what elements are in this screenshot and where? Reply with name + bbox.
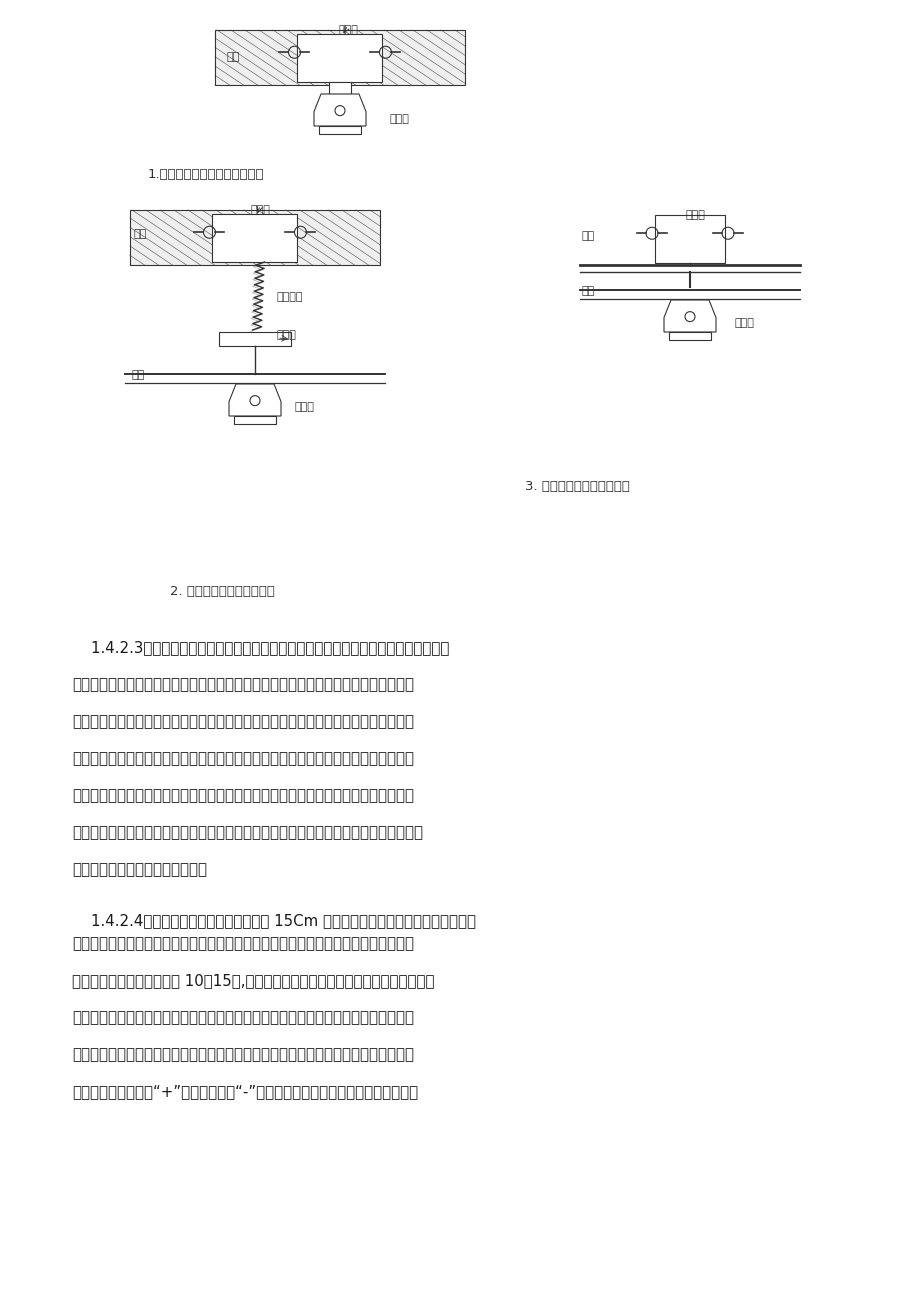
Text: 时针连接在与探测器底座的各级相对应的接线端子上，接线完毕用万用表检查两条总线: 时针连接在与探测器底座的各级相对应的接线端子上，接线完毕用万用表检查两条总线 — [72, 1010, 414, 1025]
Text: 1.4.2.4探测器的外接导线应留有不小于 15Cm 的余量，入端处应有明显标志。底座孔: 1.4.2.4探测器的外接导线应留有不小于 15Cm 的余量，入端处应有明显标志… — [72, 913, 475, 928]
Text: 之间有无短路现象。导线连接必须可靠压接或焼接。当采用焼接时，不得使用带腑蚀性: 之间有无短路现象。导线连接必须可靠压接或焼接。当采用焼接时，不得使用带腑蚀性 — [72, 1047, 414, 1062]
Text: 探测器: 探测器 — [295, 402, 314, 412]
Bar — [329, 82, 351, 94]
Text: 接线盒: 接线盒 — [277, 330, 297, 340]
Text: 探测器: 探测器 — [734, 317, 754, 328]
Bar — [654, 215, 724, 263]
Text: 探测器: 探测器 — [390, 114, 410, 124]
Bar — [219, 332, 290, 346]
Text: 1.探测器在混凝土板上安装方法: 1.探测器在混凝土板上安装方法 — [148, 168, 265, 181]
Polygon shape — [664, 301, 715, 332]
Text: 吹顶: 吹顶 — [131, 369, 145, 380]
Text: 基本是在吹顶内安装，可用接线盒安装在顶板上面，根据探测器的安装位置，先在顶板: 基本是在吹顶内安装，可用接线盒安装在顶板上面，根据探测器的安装位置，先在顶板 — [72, 751, 414, 766]
Text: 接线盒: 接线盒 — [685, 209, 704, 220]
Text: 金属软管: 金属软管 — [277, 291, 303, 302]
Bar — [297, 34, 382, 82]
Text: 3. 探测器在吹顶上安装方法: 3. 探测器在吹顶上安装方法 — [525, 480, 630, 493]
Text: 大，扯大面积不应大于盒口面积。: 大，扯大面积不应大于盒口面积。 — [72, 863, 207, 877]
Text: 鈢管: 鈢管 — [581, 232, 595, 241]
Text: 1.4.2.3探测器的固定主要是底座的固定：探测器属于精密电子仪器部件，在安装施工: 1.4.2.3探测器的固定主要是底座的固定：探测器属于精密电子仪器部件，在安装施… — [72, 640, 448, 654]
Text: 鈢管: 鈢管 — [133, 229, 147, 239]
Bar — [233, 416, 276, 424]
Text: 导线剥去绵缘层，露出线芯 10～15㎜,剥线时注意不要碘採编号套管，将剥好的线芯顺: 导线剥去绵缘层，露出线芯 10～15㎜,剥线时注意不要碘採编号套管，将剥好的线芯… — [72, 973, 434, 987]
Text: 吹顶的龙骨上或吹顶内的支、吹架上。接线盒应紧贴在顶板上面，然后对孔板上的小孔扯: 吹顶的龙骨上或吹顶内的支、吹架上。接线盒应紧贴在顶板上面，然后对孔板上的小孔扯 — [72, 825, 423, 840]
Bar — [319, 126, 360, 134]
Text: 上打个小孔，根据孔的位置，将接线盒与配管连接好，配至小孔位置，将保护管固定在: 上打个小孔，根据孔的位置，将接线盒与配管连接好，配至小孔位置，将保护管固定在 — [72, 788, 414, 803]
Text: 鈢管: 鈢管 — [226, 52, 240, 62]
Text: 的交叉作业中，一定要保护好探测器不被损坏。在安装探测时先安装探测器的底座，待: 的交叉作业中，一定要保护好探测器不被损坏。在安装探测时先安装探测器的底座，待 — [72, 677, 414, 692]
Text: 接线盒: 接线盒 — [337, 25, 357, 35]
Bar — [668, 332, 710, 340]
Polygon shape — [313, 94, 366, 126]
Bar — [130, 209, 380, 265]
Text: 2. 探测器在吹顶上安装方法: 2. 探测器在吹顶上安装方法 — [170, 585, 275, 598]
Bar — [212, 213, 297, 262]
Text: 的助焼剂。探测器的“+”线应为红色，“-”线应为兰色，其余线应根据不同用途采用: 的助焼剂。探测器的“+”线应为红色，“-”线应为兰色，其余线应根据不同用途采用 — [72, 1084, 417, 1099]
Polygon shape — [229, 384, 280, 416]
Text: 接线盒: 接线盒 — [250, 206, 269, 215]
Bar — [215, 30, 464, 85]
Text: 穿线后宜封堵，安装完毕后的探测器应采取保护措施。接线安装时，先将预留在盒内的: 穿线后宜封堵，安装完毕后的探测器应采取保护措施。接线安装时，先将预留在盒内的 — [72, 935, 414, 951]
Text: 整个火灾报警系统全部安装完毕时才最后安装探头并进行必要调试工作。本工程探测器: 整个火灾报警系统全部安装完毕时才最后安装探头并进行必要调试工作。本工程探测器 — [72, 714, 414, 729]
Text: 吹顶: 吹顶 — [581, 286, 595, 297]
